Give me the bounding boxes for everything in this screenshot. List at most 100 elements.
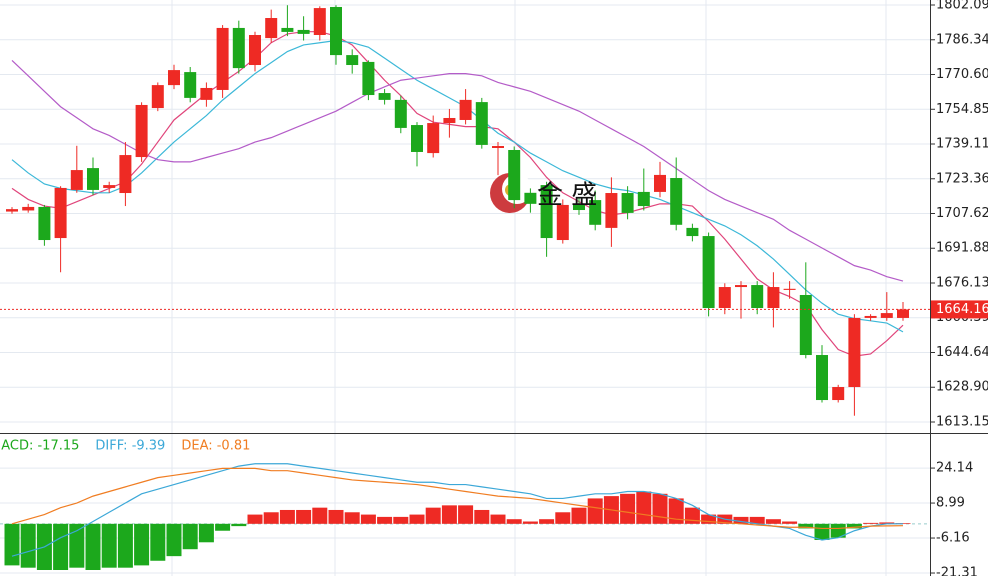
candle-body	[119, 155, 132, 194]
candle-body	[70, 170, 83, 190]
candle-body	[492, 146, 504, 149]
macd-bar	[522, 521, 538, 524]
macd-bar	[458, 505, 474, 524]
candle-body	[848, 317, 861, 388]
candle-body	[686, 227, 699, 237]
candle-body	[589, 200, 602, 225]
candle-body	[168, 70, 180, 86]
candle-body	[232, 27, 245, 69]
macd-bar	[474, 509, 490, 524]
macd-bar	[571, 507, 587, 524]
indicator-line	[11, 59, 904, 282]
macd-bar	[247, 514, 263, 524]
candle-body	[346, 55, 359, 66]
y-tick-label: 1723.36	[936, 171, 988, 186]
macd-bar	[69, 523, 85, 568]
y-tick-label: 1691.88	[936, 241, 988, 256]
macd-bar	[701, 514, 717, 524]
candle-body	[605, 193, 618, 228]
macd-bar	[668, 498, 684, 524]
candle-body	[880, 313, 893, 318]
macd-bar	[798, 523, 814, 529]
indicator-line	[11, 31, 904, 357]
candle-body	[654, 174, 666, 192]
background-grid	[171, 0, 887, 576]
candle-body	[297, 29, 310, 34]
macd-bar	[312, 507, 328, 524]
indicator-line	[11, 39, 904, 333]
y-tick-label: 24.14	[936, 461, 973, 476]
legend-label: MACD: -17.15	[0, 439, 79, 454]
macd-bar	[814, 523, 830, 540]
last-price-box	[931, 300, 988, 319]
candle-body	[394, 99, 407, 128]
indicator-line	[11, 467, 904, 530]
macd-bar	[879, 522, 895, 524]
macd-bar	[263, 512, 279, 524]
macd-bar	[134, 523, 150, 566]
candle-body	[249, 35, 261, 66]
candle-body	[459, 99, 472, 120]
macd-bar	[117, 523, 133, 568]
candle-body	[427, 123, 440, 154]
macd-bar	[101, 523, 117, 568]
candle-body	[87, 168, 99, 190]
macd-bar	[344, 512, 360, 524]
candle-body	[216, 27, 229, 90]
macd-bar	[360, 514, 376, 524]
candle-body	[411, 125, 423, 152]
candle-body	[281, 27, 294, 32]
watermark-text: 金 盛	[537, 181, 597, 211]
macd-bar	[296, 509, 312, 524]
legend-label: DEA: -0.81	[181, 439, 250, 454]
y-tick-label: 8.99	[936, 496, 965, 511]
macd-bar	[198, 523, 214, 543]
macd-bar	[150, 523, 166, 561]
macd-bar	[328, 509, 344, 524]
macd-bar	[53, 523, 69, 570]
candle-body	[864, 315, 877, 318]
y-tick-label: -21.31	[936, 566, 978, 576]
macd-bar	[490, 514, 506, 524]
candle-body	[103, 185, 116, 188]
candle-body	[556, 204, 569, 241]
candle-body	[670, 178, 683, 225]
macd-bar	[684, 507, 700, 524]
candle-body	[475, 102, 488, 145]
candle-body	[751, 285, 764, 309]
macd-bar	[85, 523, 101, 570]
candle-body	[38, 206, 51, 241]
y-tick-label: 1739.11	[936, 137, 988, 152]
macd-bar	[636, 491, 652, 524]
macd-bar	[166, 523, 182, 557]
macd-bar	[377, 516, 393, 524]
macd-bar	[733, 516, 749, 524]
candle-body	[151, 85, 164, 109]
y-tick-label: 1786.34	[936, 32, 988, 47]
candle-body	[799, 294, 812, 356]
macd-bar	[20, 523, 36, 568]
candle-body	[897, 309, 909, 318]
y-tick-label: 1754.85	[936, 102, 988, 117]
candle-body	[621, 193, 634, 213]
candle-body	[718, 287, 731, 309]
candle-body	[783, 288, 796, 290]
candle-body	[832, 387, 845, 401]
candle-body	[702, 236, 715, 309]
macd-bar	[555, 512, 571, 524]
macd-bar	[539, 519, 555, 524]
macd-bar	[652, 493, 668, 524]
candle-body	[135, 104, 148, 158]
macd-bar	[231, 523, 247, 527]
legend-label: DIFF: -9.39	[95, 439, 165, 454]
indicator-line	[11, 463, 903, 557]
y-tick-label: 1707.62	[936, 206, 988, 221]
macd-bar	[506, 519, 522, 524]
macd-bar	[846, 523, 862, 529]
macd-bar	[215, 523, 231, 531]
candle-body	[443, 117, 456, 124]
y-tick-label: 1676.13	[936, 276, 988, 291]
macd-bar	[4, 523, 20, 566]
candle-body	[54, 187, 67, 239]
candle-body	[524, 192, 537, 204]
